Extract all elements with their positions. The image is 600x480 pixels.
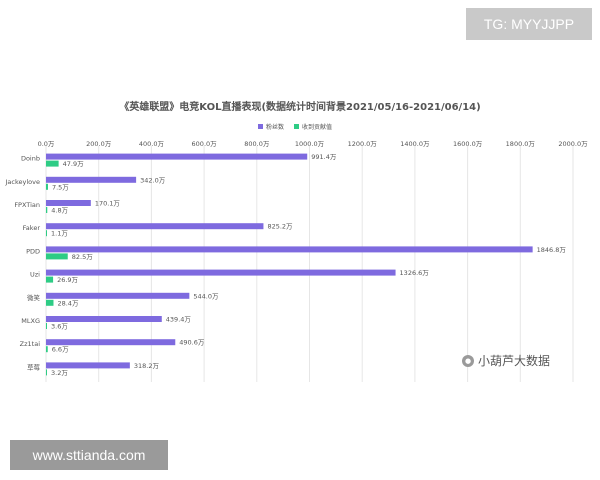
category-label: FPXTian [14, 201, 40, 209]
brand-mark: ● 小葫芦大数据 [462, 352, 550, 369]
bar-contribution [46, 299, 54, 306]
category-label: PDD [26, 247, 40, 255]
x-tick-label: 1400.0万 [400, 140, 430, 148]
data-label: 28.4万 [57, 299, 78, 307]
category-label: Zz1tai [20, 340, 41, 348]
x-tick-label: 800.0万 [244, 140, 270, 148]
bar-fans [46, 362, 130, 369]
watermark-bottom: www.sttianda.com [10, 440, 168, 470]
category-label: Uzi [30, 271, 40, 279]
data-label: 318.2万 [134, 362, 160, 370]
bar-fans [46, 176, 137, 183]
bar-contribution [46, 207, 48, 213]
data-label: 439.4万 [166, 316, 192, 324]
x-tick-label: 600.0万 [192, 140, 218, 148]
bar-fans [46, 200, 91, 206]
category-label: 微笑 [27, 293, 41, 302]
bar-fans [46, 246, 533, 253]
category-label: Faker [23, 224, 41, 232]
data-label: 3.2万 [51, 369, 68, 377]
legend-item-fans: 粉丝数 [258, 122, 284, 131]
category-label: Jackeylove [5, 178, 40, 186]
x-tick-label: 1000.0万 [295, 140, 325, 148]
data-label: 82.5万 [72, 253, 93, 261]
legend-item-contribution: 收到贡献值 [294, 122, 332, 131]
category-label: MLXG [21, 317, 40, 325]
x-tick-label: 200.0万 [86, 140, 112, 148]
bar-fans [46, 153, 308, 160]
data-label: 6.6万 [52, 346, 69, 354]
data-label: 26.9万 [57, 276, 78, 284]
legend-swatch-fans [258, 124, 263, 129]
wechat-icon: ● [462, 354, 474, 367]
legend-label-fans: 粉丝数 [266, 124, 285, 131]
data-label: 825.2万 [267, 223, 293, 231]
chart-title: 《英雄联盟》电竞KOL直播表现(数据统计时间背景2021/05/16-2021/… [119, 102, 481, 113]
data-label: 544.0万 [193, 292, 219, 300]
data-label: 4.8万 [51, 207, 68, 215]
bar-contribution [46, 230, 47, 237]
x-tick-label: 0.0万 [38, 140, 55, 148]
data-label: 342.0万 [140, 176, 166, 184]
bar-contribution [46, 183, 48, 190]
chart-legend: 粉丝数 收到贡献值 [258, 122, 332, 131]
legend-label-contribution: 收到贡献值 [302, 124, 333, 131]
bar-fans [46, 339, 176, 346]
brand-text: 小葫芦大数据 [478, 354, 551, 368]
legend-swatch-contribution [294, 124, 300, 129]
bar-contribution [46, 346, 48, 353]
data-label: 991.4万 [311, 153, 337, 161]
bar-contribution [46, 369, 47, 376]
bar-contribution [46, 276, 54, 283]
bar-contribution [46, 160, 59, 167]
data-label: 1.1万 [51, 230, 68, 238]
bar-contribution [46, 323, 47, 329]
x-tick-label: 400.0万 [139, 140, 165, 148]
bar-fans [46, 316, 162, 322]
x-tick-label: 1200.0万 [348, 140, 378, 148]
bar-fans [46, 292, 190, 299]
data-label: 1846.8万 [537, 246, 567, 254]
data-label: 1326.6万 [400, 269, 430, 277]
data-label: 7.5万 [52, 183, 69, 191]
data-label: 47.9万 [63, 160, 84, 168]
data-label: 490.6万 [179, 339, 205, 347]
x-tick-label: 1600.0万 [453, 140, 483, 148]
data-label: 170.1万 [95, 200, 121, 208]
category-label: Doinb [21, 155, 40, 163]
bar-fans [46, 269, 396, 276]
x-tick-label: 2000.0万 [558, 140, 588, 148]
data-label: 3.6万 [51, 323, 68, 331]
bar-fans [46, 223, 264, 230]
bar-contribution [46, 253, 68, 260]
x-tick-label: 1800.0万 [506, 140, 536, 148]
watermark-top: TG: MYYJJPP [466, 8, 592, 40]
category-label: 草莓 [27, 362, 41, 371]
